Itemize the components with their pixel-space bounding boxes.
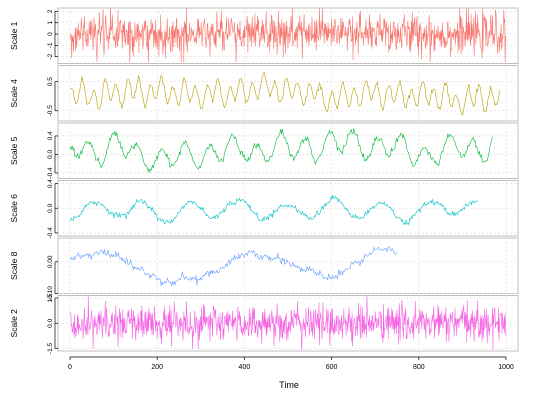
y-tick-label: 0.0 [47, 203, 54, 212]
panel-frame [57, 122, 519, 179]
panel-label: Scale 5 [9, 136, 19, 165]
panel-frame [57, 65, 519, 122]
series-line [70, 7, 507, 63]
panel-scale-8: -0.10 0.00 Scale 8 [9, 237, 519, 301]
series-line [70, 194, 478, 226]
panel-scale-6: -0.4 0.0 0.4 Scale 6 [9, 179, 519, 239]
panel-frame [57, 237, 519, 294]
y-tick-label: 0.00 [47, 255, 54, 268]
y-tick-label: -1 [47, 42, 54, 48]
x-tick-label: 600 [326, 364, 338, 371]
x-axis: 0 200 400 600 800 1000 [68, 356, 514, 371]
y-tick-label: -0.4 [47, 167, 54, 179]
y-tick-label: 1 [47, 21, 54, 25]
panel-label: Scale 6 [9, 194, 19, 223]
y-tick-label: 0 [47, 32, 54, 36]
y-tick-label: 0.5 [47, 77, 54, 86]
x-tick-label: 200 [151, 364, 163, 371]
x-tick-label: 0 [68, 364, 72, 371]
panel-label: Scale 2 [9, 309, 19, 338]
x-axis-label: Time [279, 380, 299, 390]
y-tick-label: 0.0 [47, 318, 54, 327]
y-tick-label: -0.5 [47, 105, 54, 117]
panel-label: Scale 8 [9, 251, 19, 280]
series-line [70, 246, 397, 287]
x-tick-label: 1000 [498, 364, 514, 371]
series-line [70, 296, 507, 351]
series-line [70, 71, 500, 116]
series-line [70, 128, 493, 174]
panel-label: Scale 4 [9, 79, 19, 108]
y-tick-label: -2 [47, 53, 54, 59]
y-tick-label: 0.4 [47, 131, 54, 140]
y-tick-label: 2 [47, 9, 54, 13]
x-tick-label: 800 [413, 364, 425, 371]
panel-scale-1: -2 -1 0 1 2 Scale 1 [9, 7, 519, 64]
y-tick-label: 0.4 [47, 179, 54, 188]
panel-scale-5: -0.4 0.0 0.4 Scale 5 [9, 122, 519, 179]
x-tick-label: 400 [239, 364, 251, 371]
y-tick-label: -0.10 [47, 286, 54, 301]
y-tick-label: 1.5 [47, 293, 54, 302]
panels: -2 -1 0 1 2 Scale 1 -0.5 0.5 Scale 4 -0.4 0.0 0.4 Sc… [9, 7, 519, 355]
y-tick-label: -0.4 [47, 227, 54, 239]
panel-scale-4: -0.5 0.5 Scale 4 [9, 65, 519, 122]
panel-scale-2: -1.5 0.0 1.5 Scale 2 [9, 293, 519, 355]
panel-label: Scale 1 [9, 21, 19, 50]
y-tick-label: 0.0 [47, 150, 54, 159]
y-tick-label: -1.5 [47, 343, 54, 355]
